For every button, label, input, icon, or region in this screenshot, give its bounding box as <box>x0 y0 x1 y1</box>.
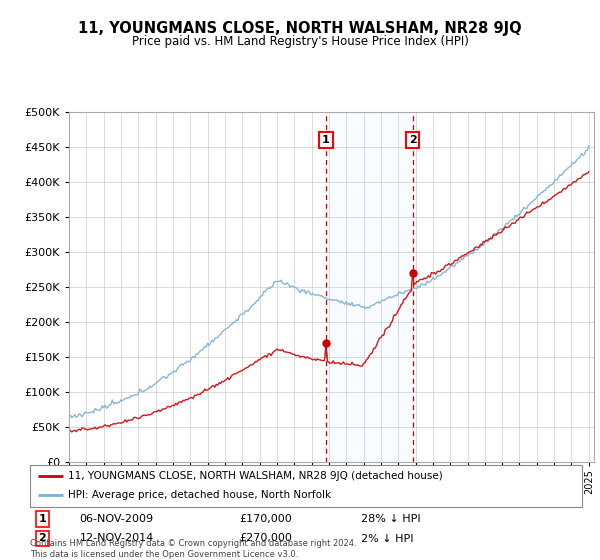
Text: HPI: Average price, detached house, North Norfolk: HPI: Average price, detached house, Nort… <box>68 491 331 501</box>
Text: 2% ↓ HPI: 2% ↓ HPI <box>361 534 414 543</box>
Text: £170,000: £170,000 <box>240 514 293 524</box>
Text: 1: 1 <box>38 514 46 524</box>
Text: £270,000: £270,000 <box>240 534 293 543</box>
Text: 2: 2 <box>38 534 46 543</box>
Text: 12-NOV-2014: 12-NOV-2014 <box>80 534 154 543</box>
Text: 06-NOV-2009: 06-NOV-2009 <box>80 514 154 524</box>
Text: Contains HM Land Registry data © Crown copyright and database right 2024.
This d: Contains HM Land Registry data © Crown c… <box>30 539 356 559</box>
Text: 28% ↓ HPI: 28% ↓ HPI <box>361 514 421 524</box>
Text: Price paid vs. HM Land Registry's House Price Index (HPI): Price paid vs. HM Land Registry's House … <box>131 35 469 48</box>
Text: 2: 2 <box>409 135 416 145</box>
Text: 11, YOUNGMANS CLOSE, NORTH WALSHAM, NR28 9JQ (detached house): 11, YOUNGMANS CLOSE, NORTH WALSHAM, NR28… <box>68 471 442 481</box>
FancyBboxPatch shape <box>30 465 582 507</box>
Text: 1: 1 <box>322 135 330 145</box>
Bar <box>326 112 413 462</box>
Text: 11, YOUNGMANS CLOSE, NORTH WALSHAM, NR28 9JQ: 11, YOUNGMANS CLOSE, NORTH WALSHAM, NR28… <box>78 21 522 36</box>
